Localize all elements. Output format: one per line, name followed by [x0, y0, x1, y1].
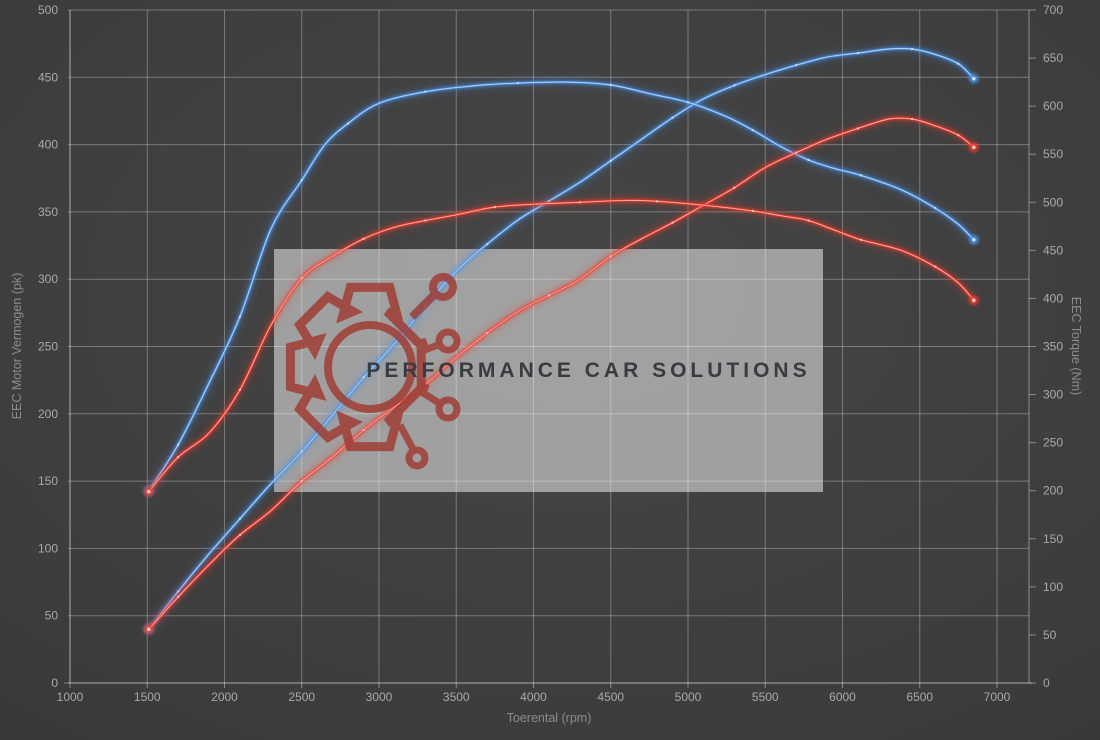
svg-text:6000: 6000 — [829, 690, 856, 704]
x-axis-title: Toerental (rpm) — [506, 711, 592, 725]
gear-circuit-logo-icon — [285, 273, 461, 470]
svg-text:300: 300 — [1043, 388, 1063, 402]
svg-text:3000: 3000 — [366, 690, 393, 704]
svg-text:6500: 6500 — [906, 690, 933, 704]
watermark: PERFORMANCE CAR SOLUTIONS — [274, 249, 823, 492]
y-axis-right-title: EEC Torque (Nm) — [1069, 296, 1083, 396]
svg-text:1500: 1500 — [134, 690, 161, 704]
svg-text:450: 450 — [38, 70, 58, 84]
svg-text:2000: 2000 — [211, 690, 238, 704]
svg-text:1000: 1000 — [57, 690, 84, 704]
svg-text:650: 650 — [1043, 51, 1063, 65]
y-axis-left-title: EEC Motor Vermogen (pk) — [10, 272, 24, 420]
svg-text:350: 350 — [38, 205, 58, 219]
svg-text:5000: 5000 — [675, 690, 702, 704]
grid-lines — [68, 9, 1029, 684]
tick-labels: 0501001502002503003504004505000501001502… — [38, 3, 1063, 704]
svg-text:5500: 5500 — [752, 690, 779, 704]
svg-text:300: 300 — [38, 272, 58, 286]
svg-text:3500: 3500 — [443, 690, 470, 704]
svg-text:250: 250 — [1043, 436, 1063, 450]
svg-text:200: 200 — [1043, 484, 1063, 498]
svg-text:400: 400 — [38, 138, 58, 152]
curve-torque-blue — [143, 77, 979, 496]
svg-text:500: 500 — [38, 3, 58, 17]
svg-text:400: 400 — [1043, 291, 1063, 305]
svg-text:700: 700 — [1043, 3, 1063, 17]
svg-text:4500: 4500 — [597, 690, 624, 704]
svg-text:500: 500 — [1043, 195, 1063, 209]
svg-text:150: 150 — [38, 474, 58, 488]
svg-text:200: 200 — [38, 407, 58, 421]
svg-text:100: 100 — [38, 541, 58, 555]
svg-text:250: 250 — [38, 340, 58, 354]
curve-torque-red — [143, 195, 979, 497]
svg-text:2500: 2500 — [288, 690, 315, 704]
svg-text:0: 0 — [1043, 676, 1050, 690]
axes — [64, 9, 1036, 688]
svg-text:50: 50 — [1043, 628, 1057, 642]
svg-text:4000: 4000 — [520, 690, 547, 704]
curve-power-red — [143, 113, 979, 635]
svg-text:450: 450 — [1043, 243, 1063, 257]
watermark-text: PERFORMANCE CAR SOLUTIONS — [366, 358, 811, 382]
svg-text:350: 350 — [1043, 340, 1063, 354]
svg-text:150: 150 — [1043, 532, 1063, 546]
svg-text:550: 550 — [1043, 147, 1063, 161]
svg-text:50: 50 — [45, 609, 59, 623]
svg-text:7000: 7000 — [984, 690, 1011, 704]
svg-text:0: 0 — [51, 676, 58, 690]
svg-text:600: 600 — [1043, 99, 1063, 113]
svg-text:100: 100 — [1043, 580, 1063, 594]
